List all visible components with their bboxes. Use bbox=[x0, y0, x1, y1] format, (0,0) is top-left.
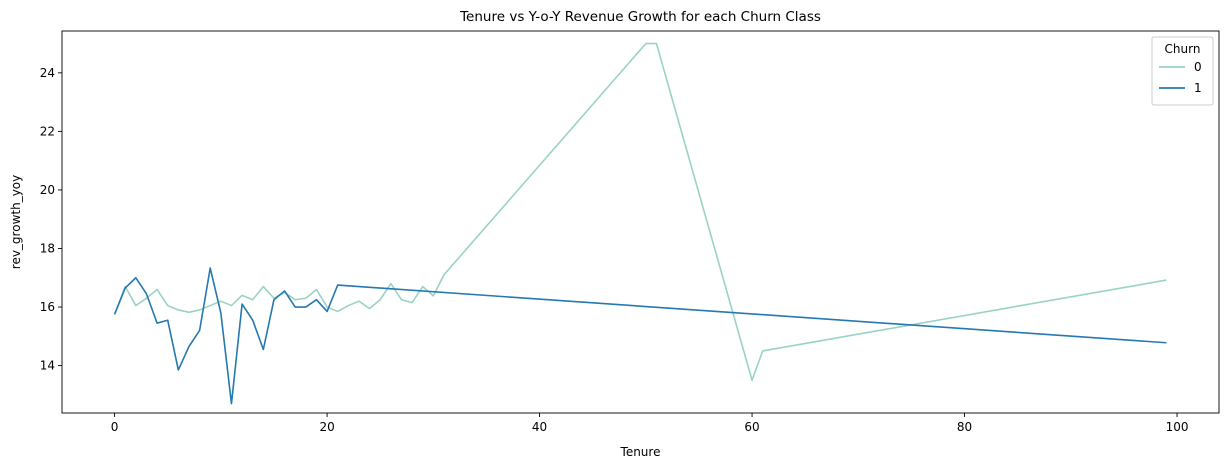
legend-entry-0: 0 bbox=[1194, 60, 1202, 74]
series-line-1 bbox=[113, 267, 1167, 405]
x-tick-label: 40 bbox=[532, 420, 547, 434]
x-tick-label: 80 bbox=[957, 420, 972, 434]
plot-area bbox=[113, 42, 1167, 405]
chart-title: Tenure vs Y-o-Y Revenue Growth for each … bbox=[459, 9, 821, 25]
y-tick-label: 22 bbox=[40, 124, 55, 138]
y-tick-label: 18 bbox=[40, 241, 55, 255]
legend-entry-1: 1 bbox=[1194, 81, 1202, 95]
y-axis-label: rev_growth_yoy bbox=[9, 175, 23, 269]
x-tick-label: 60 bbox=[744, 420, 759, 434]
legend-items: 01 bbox=[1159, 60, 1202, 95]
axes-frame bbox=[61, 30, 1220, 414]
x-tick-label: 0 bbox=[111, 420, 119, 434]
y-tick-label: 14 bbox=[40, 359, 55, 373]
y-tick-label: 16 bbox=[40, 300, 55, 314]
x-tick-label: 20 bbox=[319, 420, 334, 434]
y-tick-label: 20 bbox=[40, 183, 55, 197]
y-tick-label: 24 bbox=[40, 66, 55, 80]
legend: Churn 01 bbox=[1151, 36, 1214, 106]
axes: 0 20 40 60 80 100 14 16 18 20 22 24 bbox=[40, 30, 1220, 434]
x-axis-label: Tenure bbox=[620, 445, 661, 459]
x-tick-label: 100 bbox=[1166, 420, 1189, 434]
legend-title: Churn bbox=[1165, 42, 1201, 56]
series-line-0 bbox=[113, 42, 1167, 382]
